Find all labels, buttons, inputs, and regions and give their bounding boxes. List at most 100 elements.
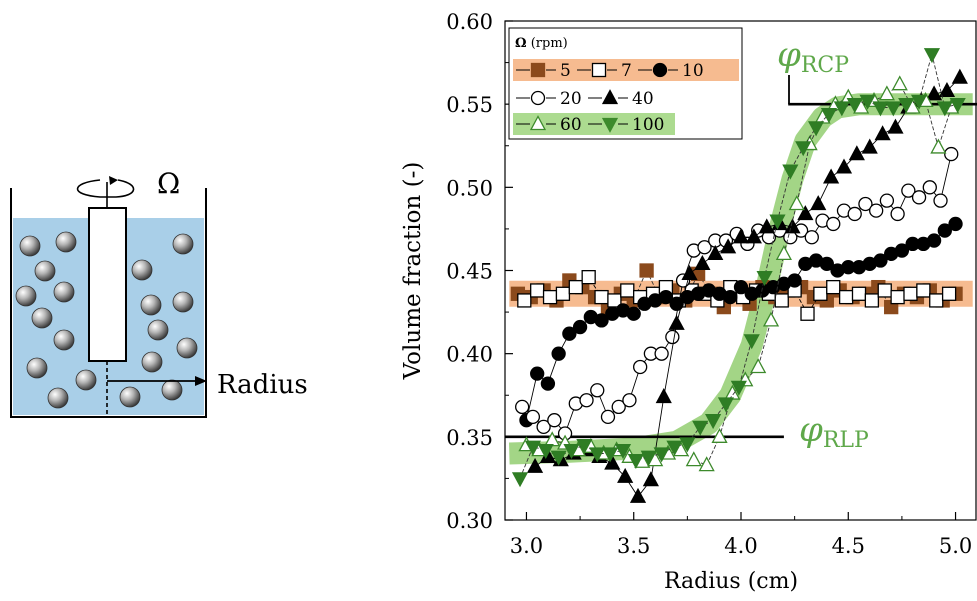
data-point: [851, 286, 867, 301]
data-point: [681, 264, 698, 280]
data-point: [640, 450, 657, 466]
data-point: [717, 397, 735, 413]
data-point: [846, 98, 863, 114]
legend-label: 40: [632, 89, 654, 109]
particle: [53, 281, 75, 303]
x-tick-label: 3.5: [617, 534, 650, 558]
particle: [176, 337, 198, 359]
y-tick-label: 0.60: [446, 10, 493, 34]
data-point: [711, 427, 728, 443]
data-point: [929, 293, 944, 308]
data-point: [743, 334, 760, 350]
rlp-subscript: RLP: [823, 428, 869, 453]
data-point: [665, 329, 680, 345]
data-point: [604, 454, 621, 470]
series-10: [519, 216, 963, 428]
legend-marker: [529, 115, 547, 131]
legend-title: Ω (rpm): [515, 36, 568, 51]
data-point: [941, 286, 957, 301]
data-point: [858, 196, 873, 212]
axis-ticks: 3.0 3.5 4.0 4.5 5.0 0.30 0.35 0.40 0.45 0.50 0.55 0…: [446, 10, 972, 558]
data-point: [515, 399, 530, 415]
data-point: [936, 101, 953, 117]
data-point: [642, 471, 659, 487]
particle: [172, 291, 194, 313]
data-point: [626, 306, 641, 321]
data-point: [562, 326, 577, 341]
particle: [75, 369, 97, 391]
legend-marker: [530, 90, 546, 106]
data-point: [872, 101, 889, 117]
y-axis-label: Volume fraction (-): [400, 162, 426, 381]
data-point: [804, 230, 819, 245]
data-point: [890, 289, 905, 305]
legend-row: 60 100: [513, 113, 675, 135]
data-point: [835, 158, 853, 174]
y-tick-label: 0.30: [446, 509, 493, 533]
inner-cylinder: [88, 207, 127, 362]
data-point: [826, 216, 841, 232]
data-point: [627, 453, 644, 469]
data-point: [720, 238, 737, 254]
particle: [26, 357, 48, 379]
data-point: [526, 457, 544, 473]
data-point: [820, 107, 838, 124]
data-point: [589, 447, 606, 463]
legend-label: 100: [632, 115, 664, 135]
rlp-phi: φ: [799, 410, 823, 450]
data-point: [590, 383, 605, 398]
legend-marker: [652, 62, 668, 78]
legend-title-symbol: Ω: [515, 36, 527, 51]
data-point: [788, 195, 805, 211]
particle: [172, 233, 194, 255]
data-point: [639, 263, 654, 278]
particle: [31, 307, 53, 329]
data-point: [579, 393, 594, 408]
data-point: [756, 271, 773, 287]
data-point: [762, 311, 780, 327]
data-point: [540, 376, 556, 391]
data-point: [685, 451, 702, 467]
data-point: [933, 193, 948, 208]
data-point: [898, 98, 915, 114]
data-point: [730, 380, 747, 396]
y-tick-label: 0.50: [446, 176, 493, 200]
x-tick-label: 4.0: [724, 534, 757, 558]
data-point: [620, 283, 635, 298]
data-point: [951, 68, 968, 84]
data-point: [885, 101, 902, 117]
data-point: [873, 253, 888, 268]
legend-band: [513, 59, 739, 81]
particle: [140, 294, 162, 316]
data-point: [655, 388, 672, 404]
data-point: [723, 289, 738, 305]
data-point: [537, 443, 554, 460]
legend-marker: [591, 62, 607, 78]
x-tick-label: 5.0: [939, 534, 972, 558]
particle-group: [15, 231, 198, 409]
data-point: [808, 121, 825, 137]
y-tick-label: 0.35: [446, 426, 493, 450]
legend-row: 20 40: [516, 89, 654, 109]
data-point: [563, 443, 580, 460]
data-point: [869, 203, 884, 218]
data-point: [530, 283, 545, 298]
legend-label: 20: [560, 89, 582, 109]
radius-label: Radius: [217, 370, 308, 400]
data-point: [887, 118, 904, 134]
data-point: [890, 206, 905, 222]
data-point: [750, 358, 767, 374]
legend-title-unit: (rpm): [531, 36, 568, 51]
legend-label: 10: [682, 61, 704, 81]
x-tick-label: 3.0: [510, 534, 543, 558]
data-point: [551, 346, 566, 361]
x-tick-label: 4.5: [832, 534, 865, 558]
data-point: [838, 289, 854, 305]
legend-row: 5 7 10: [513, 59, 739, 81]
data-point: [848, 145, 865, 161]
legend-label: 60: [560, 115, 582, 135]
data-point: [581, 270, 596, 285]
data-point: [894, 243, 910, 258]
